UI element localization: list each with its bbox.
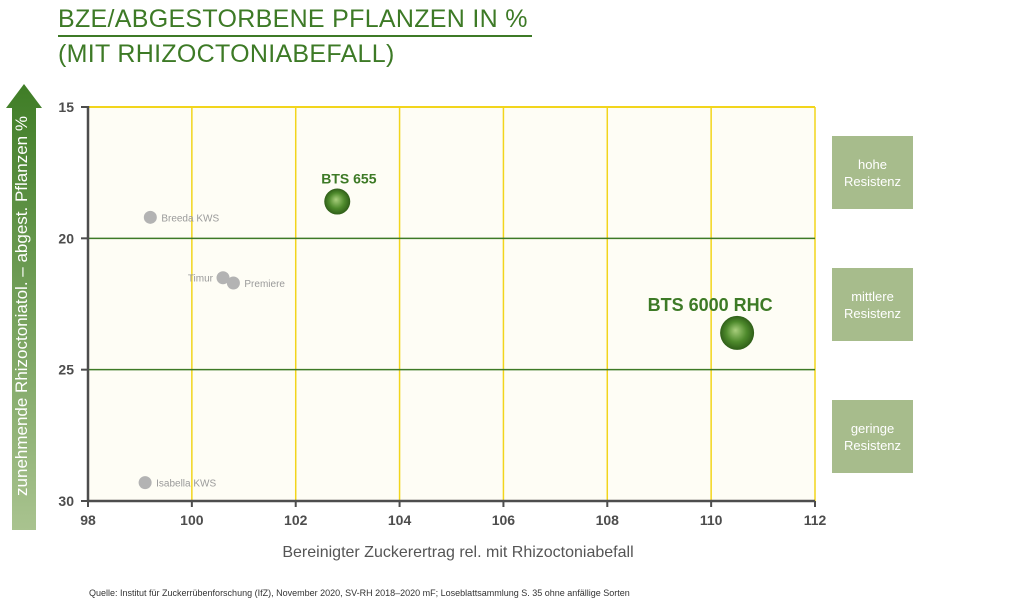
y-axis-arrow: [6, 84, 42, 530]
data-point-label: Isabella KWS: [156, 479, 216, 490]
data-point-label: BTS 6000 RHC: [648, 295, 773, 315]
data-point-label: Breeda KWS: [161, 213, 219, 224]
x-tick-label: 106: [492, 512, 516, 528]
y-tick-label: 30: [58, 493, 74, 509]
source-note: Quelle: Institut für Zuckerrübenforschun…: [89, 588, 630, 598]
x-tick-label: 100: [180, 512, 204, 528]
x-tick-label: 102: [284, 512, 308, 528]
x-tick-label: 108: [596, 512, 620, 528]
x-tick-label: 110: [700, 512, 723, 528]
data-point-label: Premiere: [244, 279, 285, 290]
data-point-label: BTS 655: [321, 171, 376, 187]
chart-title: BZE/ABGESTORBENE PFLANZEN IN % (MIT RHIZ…: [58, 4, 532, 70]
x-tick-label: 104: [388, 512, 412, 528]
x-axis-label: Bereinigter Zuckerertrag rel. mit Rhizoc…: [282, 544, 634, 561]
chart-title-line1: BZE/ABGESTORBENE PFLANZEN IN %: [58, 4, 532, 37]
data-point-highlight: [324, 188, 351, 215]
resistance-box-high: hohe Resistenz: [832, 136, 913, 209]
x-tick-label: 112: [804, 512, 827, 528]
data-point: [226, 276, 240, 290]
data-point: [216, 271, 230, 285]
y-tick-label: 15: [58, 99, 74, 115]
x-tick-label: 98: [80, 512, 96, 528]
plot-background: [88, 107, 815, 501]
data-point-highlight: [720, 315, 755, 350]
data-point: [138, 476, 152, 490]
chart-title-line2: (MIT RHIZOCTONIABEFALL): [58, 40, 395, 68]
resistance-box-medium: mittlere Resistenz: [832, 268, 913, 341]
y-tick-label: 25: [58, 362, 74, 378]
data-point-label: Timur: [188, 274, 214, 285]
y-tick-label: 20: [58, 230, 74, 246]
resistance-box-low: geringe Resistenz: [832, 400, 913, 473]
data-point: [143, 210, 157, 224]
